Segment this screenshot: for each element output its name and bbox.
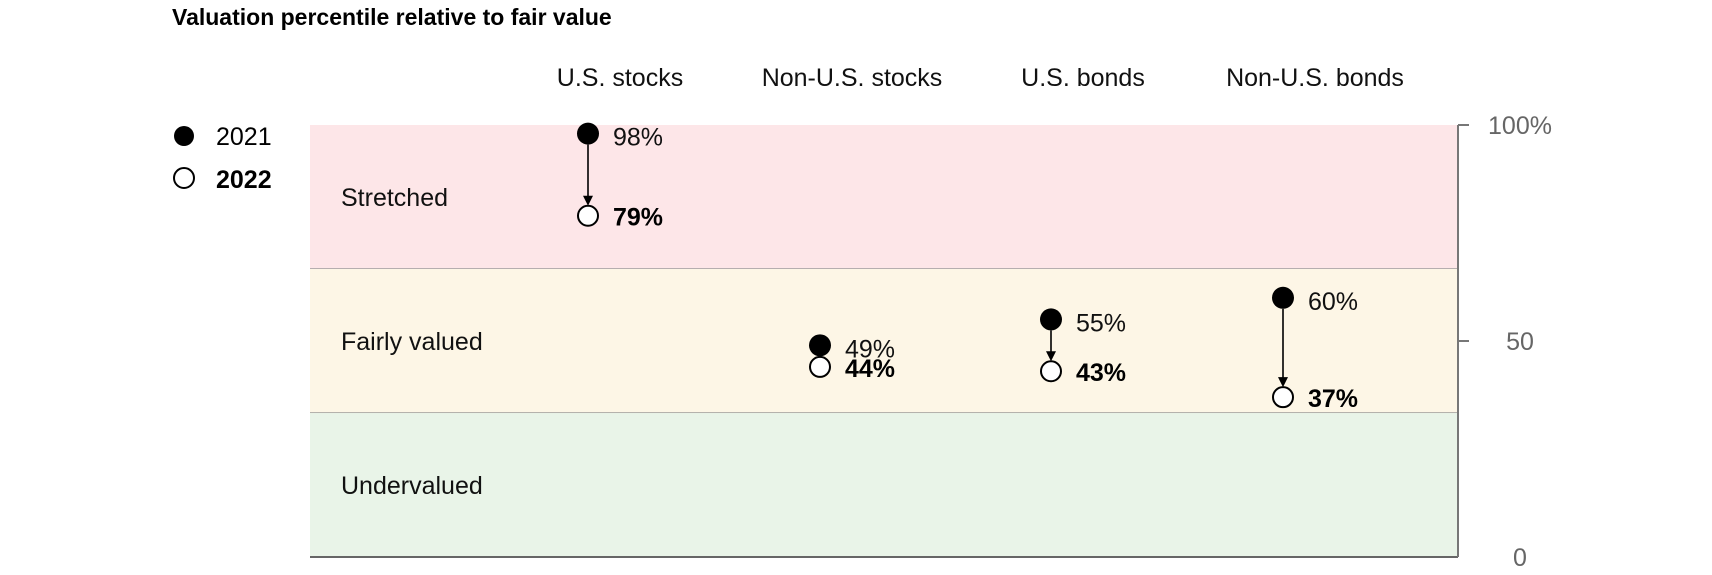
legend-marker-2022 (173, 167, 195, 189)
category-label-non-u-s-stocks: Non-U.S. stocks (762, 64, 943, 92)
category-label-u-s-stocks: U.S. stocks (557, 64, 683, 92)
point-2021-u-s-stocks (577, 122, 599, 145)
category-label-u-s-bonds: U.S. bonds (1021, 64, 1145, 92)
band-fairly-valued (310, 268, 1458, 414)
legend-label-2022: 2022 (216, 166, 272, 194)
point-2022-non-u-s-bonds (1272, 386, 1294, 409)
y-tick-label-0: 0 (1513, 544, 1527, 572)
legend-marker-2021 (174, 126, 194, 146)
band-label-undervalued: Undervalued (341, 472, 483, 500)
legend: 2021 2022 (173, 123, 272, 194)
label-2022-non-u-s-bonds: 37% (1308, 385, 1358, 413)
point-2021-non-u-s-stocks (809, 334, 831, 357)
label-2022-non-u-s-stocks: 44% (845, 355, 895, 383)
band-undervalued (310, 413, 1458, 557)
label-2021-non-u-s-bonds: 60% (1308, 288, 1358, 316)
band-label-fairly-valued: Fairly valued (341, 328, 483, 356)
band-stretched (310, 125, 1458, 269)
data-marks: 98% 79% 49%44% 55% 43% 60% 37% (577, 122, 1358, 413)
label-2022-u-s-stocks: 79% (613, 204, 663, 232)
point-2021-non-u-s-bonds (1272, 286, 1294, 309)
y-axis: 0 50 100% (1457, 112, 1552, 572)
y-tick-label-50: 50 (1506, 328, 1534, 356)
label-2021-non-u-s-stocks: 49% (845, 335, 895, 363)
label-2021-u-s-stocks: 98% (613, 124, 663, 152)
legend-label-2021: 2021 (216, 123, 272, 151)
chart-title: Valuation percentile relative to fair va… (172, 4, 612, 30)
band-label-stretched: Stretched (341, 184, 448, 212)
label-2022-u-s-bonds: 43% (1076, 359, 1126, 387)
y-tick-label-100: 100% (1488, 112, 1552, 140)
label-2021-u-s-bonds: 55% (1076, 309, 1126, 337)
bands: Stretched Fairly valued Undervalued (310, 125, 1458, 558)
point-2021-u-s-bonds (1040, 308, 1062, 331)
category-labels: U.S. stocks Non-U.S. stocks U.S. bonds Non-… (557, 64, 1404, 92)
category-label-non-u-s-bonds: Non-U.S. bonds (1226, 64, 1404, 92)
point-2022-u-s-stocks (577, 204, 599, 227)
point-2022-non-u-s-stocks (809, 355, 831, 378)
point-2022-u-s-bonds (1040, 360, 1062, 383)
